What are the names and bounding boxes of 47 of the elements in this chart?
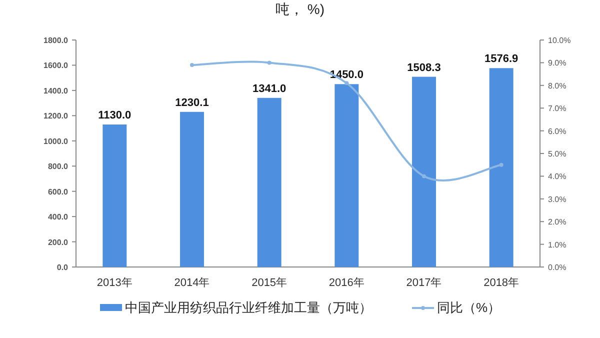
y2-tick-label: 8.0% — [548, 81, 566, 90]
data-label: 1230.1 — [175, 96, 209, 109]
y-tick-label: 200.0 — [48, 238, 69, 247]
x-tick-label: 2016年 — [328, 277, 364, 289]
x-tick-label: 2018年 — [484, 277, 520, 289]
x-tick-label: 2017年 — [406, 277, 442, 289]
y2-tick-label: 0.0% — [548, 263, 566, 272]
y-tick-label: 600.0 — [48, 187, 69, 196]
bar — [334, 84, 359, 267]
x-tick-label: 2014年 — [174, 277, 210, 289]
x-tick-label: 2013年 — [96, 277, 132, 289]
y-tick-label: 1600.0 — [44, 61, 69, 70]
y2-tick-label: 3.0% — [548, 194, 566, 204]
data-label: 1130.0 — [98, 109, 132, 122]
y2-tick-label: 9.0% — [548, 58, 566, 68]
y-tick-label: 400.0 — [48, 212, 69, 222]
y-tick-label: 1800.0 — [44, 36, 69, 45]
y-tick-label: 800.0 — [48, 162, 69, 172]
y2-tick-label: 6.0% — [548, 126, 566, 136]
point — [344, 81, 349, 86]
y2-tick-label: 2.0% — [548, 218, 566, 227]
point — [422, 174, 426, 178]
y2-tick-label: 10.0% — [548, 36, 571, 45]
point — [499, 162, 504, 167]
bar — [102, 124, 127, 267]
point — [267, 60, 272, 65]
y2-tick-label: 5.0% — [548, 150, 566, 158]
chart-title: 吨， %) — [276, 1, 324, 17]
bar — [257, 98, 282, 267]
bar — [412, 76, 436, 267]
x-tick-label: 2015年 — [252, 277, 288, 289]
data-label: 1576.9 — [484, 53, 518, 66]
legend-label: 同比（%） — [437, 300, 501, 315]
data-label: 1341.0 — [252, 82, 286, 95]
y-tick-label: 0.0 — [56, 263, 69, 272]
y2-tick-label: 4.0% — [548, 172, 566, 182]
data-label: 1508.3 — [407, 62, 441, 74]
data-label: 1450.0 — [330, 69, 364, 82]
y-tick-label: 1000.0 — [44, 136, 69, 146]
y2-tick-label: 1.0% — [548, 240, 566, 250]
bar — [180, 112, 204, 267]
legend-label: 中国产业用纺织品行业纤维加工量（万吨） — [125, 300, 372, 315]
y2-tick-label: 7.0% — [548, 104, 566, 114]
bar — [489, 68, 514, 267]
point — [190, 62, 194, 67]
y-tick-label: 1400.0 — [44, 86, 69, 96]
y-tick-label: 1200.0 — [44, 112, 69, 121]
